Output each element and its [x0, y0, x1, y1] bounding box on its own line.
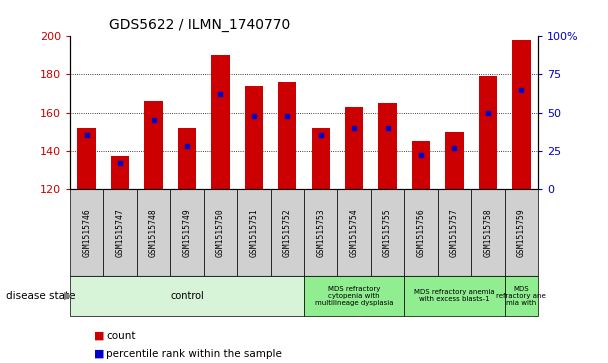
Text: GSM1515751: GSM1515751	[249, 208, 258, 257]
Text: GSM1515747: GSM1515747	[116, 208, 125, 257]
Bar	[111, 156, 130, 189]
Text: GSM1515753: GSM1515753	[316, 208, 325, 257]
Bar	[137, 189, 170, 276]
Text: GSM1515758: GSM1515758	[483, 208, 492, 257]
Bar	[304, 276, 404, 316]
Bar	[311, 128, 330, 189]
Bar	[378, 103, 397, 189]
Text: MDS refractory anemia
with excess blasts-1: MDS refractory anemia with excess blasts…	[414, 289, 495, 302]
Bar	[237, 189, 271, 276]
Bar	[304, 189, 337, 276]
Text: GSM1515748: GSM1515748	[149, 208, 158, 257]
Bar	[505, 189, 538, 276]
Bar	[337, 189, 371, 276]
Bar	[512, 40, 531, 189]
Bar	[244, 86, 263, 189]
Text: GSM1515757: GSM1515757	[450, 208, 459, 257]
Bar	[371, 189, 404, 276]
Text: count: count	[106, 331, 136, 341]
Bar	[103, 189, 137, 276]
Text: percentile rank within the sample: percentile rank within the sample	[106, 349, 282, 359]
Text: GSM1515746: GSM1515746	[82, 208, 91, 257]
Bar	[170, 189, 204, 276]
Bar	[77, 128, 96, 189]
Bar	[178, 128, 196, 189]
Bar	[404, 189, 438, 276]
Bar	[404, 276, 505, 316]
Text: disease state: disease state	[6, 291, 75, 301]
Text: GSM1515749: GSM1515749	[182, 208, 192, 257]
Text: MDS refractory
cytopenia with
multilineage dysplasia: MDS refractory cytopenia with multilinea…	[315, 286, 393, 306]
Text: GSM1515754: GSM1515754	[350, 208, 359, 257]
Bar	[478, 76, 497, 189]
Text: MDS
refractory ane
mia with: MDS refractory ane mia with	[497, 286, 546, 306]
Bar	[505, 276, 538, 316]
Bar	[471, 189, 505, 276]
Bar	[445, 131, 464, 189]
Text: ▶: ▶	[64, 291, 72, 301]
Text: GSM1515755: GSM1515755	[383, 208, 392, 257]
Bar	[211, 55, 230, 189]
Bar	[70, 189, 103, 276]
Bar	[345, 107, 364, 189]
Text: GSM1515750: GSM1515750	[216, 208, 225, 257]
Bar	[438, 189, 471, 276]
Bar	[412, 141, 430, 189]
Bar	[204, 189, 237, 276]
Text: ■: ■	[94, 331, 105, 341]
Text: GSM1515756: GSM1515756	[416, 208, 426, 257]
Text: GSM1515759: GSM1515759	[517, 208, 526, 257]
Bar	[70, 276, 304, 316]
Bar	[278, 82, 297, 189]
Text: GDS5622 / ILMN_1740770: GDS5622 / ILMN_1740770	[109, 18, 291, 32]
Text: control: control	[170, 291, 204, 301]
Bar	[144, 101, 163, 189]
Bar	[271, 189, 304, 276]
Text: GSM1515752: GSM1515752	[283, 208, 292, 257]
Text: ■: ■	[94, 349, 105, 359]
